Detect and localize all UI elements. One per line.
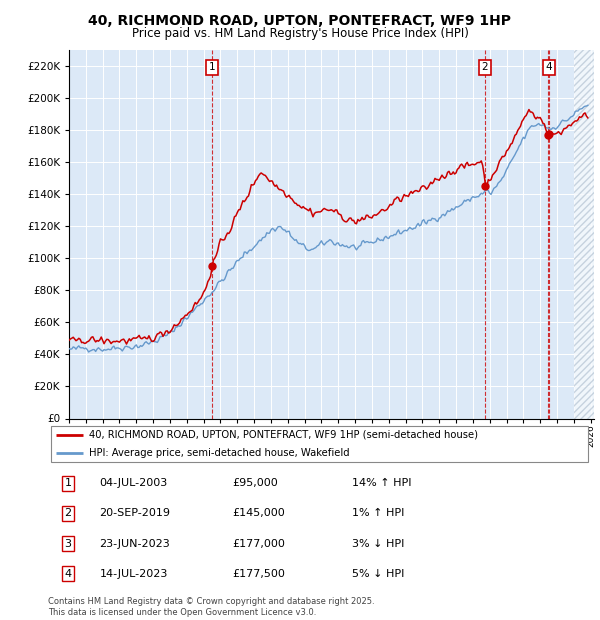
Text: 4: 4 (65, 569, 71, 579)
FancyBboxPatch shape (51, 426, 588, 461)
Text: 4: 4 (546, 62, 553, 73)
Text: 1% ↑ HPI: 1% ↑ HPI (352, 508, 404, 518)
Text: 14% ↑ HPI: 14% ↑ HPI (352, 478, 412, 488)
Text: £177,000: £177,000 (233, 539, 286, 549)
Text: £95,000: £95,000 (233, 478, 278, 488)
Text: 04-JUL-2003: 04-JUL-2003 (100, 478, 168, 488)
Text: 14-JUL-2023: 14-JUL-2023 (100, 569, 168, 579)
Text: 2: 2 (65, 508, 71, 518)
Text: £145,000: £145,000 (233, 508, 286, 518)
Text: 1: 1 (65, 478, 71, 488)
Text: 1: 1 (209, 62, 215, 73)
Text: 40, RICHMOND ROAD, UPTON, PONTEFRACT, WF9 1HP (semi-detached house): 40, RICHMOND ROAD, UPTON, PONTEFRACT, WF… (89, 430, 478, 440)
Text: 23-JUN-2023: 23-JUN-2023 (100, 539, 170, 549)
Text: 5% ↓ HPI: 5% ↓ HPI (352, 569, 404, 579)
Text: 3% ↓ HPI: 3% ↓ HPI (352, 539, 404, 549)
Text: 3: 3 (65, 539, 71, 549)
Text: Contains HM Land Registry data © Crown copyright and database right 2025.
This d: Contains HM Land Registry data © Crown c… (48, 598, 374, 617)
Text: 2: 2 (482, 62, 488, 73)
Text: HPI: Average price, semi-detached house, Wakefield: HPI: Average price, semi-detached house,… (89, 448, 349, 458)
Text: 40, RICHMOND ROAD, UPTON, PONTEFRACT, WF9 1HP: 40, RICHMOND ROAD, UPTON, PONTEFRACT, WF… (89, 14, 511, 28)
Text: £177,500: £177,500 (233, 569, 286, 579)
Text: Price paid vs. HM Land Registry's House Price Index (HPI): Price paid vs. HM Land Registry's House … (131, 27, 469, 40)
Text: 20-SEP-2019: 20-SEP-2019 (100, 508, 170, 518)
